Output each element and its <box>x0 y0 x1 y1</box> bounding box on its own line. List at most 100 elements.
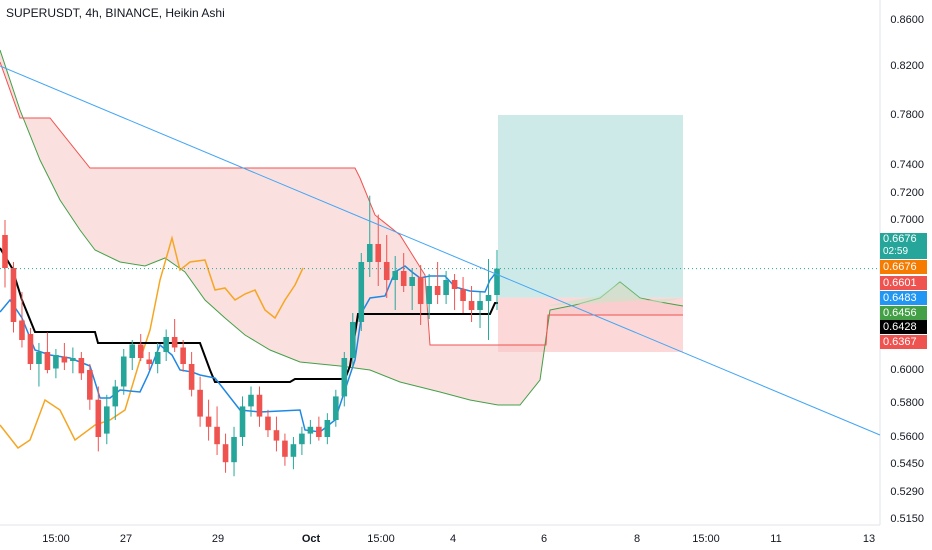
candle-body <box>400 271 407 286</box>
candle-body <box>316 426 322 437</box>
candle-body <box>333 396 339 420</box>
candle-body <box>290 444 297 457</box>
candle <box>290 437 297 470</box>
candle-body <box>392 271 399 280</box>
candle-body <box>375 244 382 262</box>
ichimoku-cloud <box>0 50 683 405</box>
candle <box>265 409 271 437</box>
candle-body <box>44 352 51 370</box>
candle <box>282 433 288 466</box>
candle <box>44 332 51 374</box>
candle <box>10 262 17 333</box>
candle <box>222 433 229 473</box>
time-tick-label: 8 <box>633 533 641 545</box>
candle-body <box>485 295 492 301</box>
candle-body <box>282 440 288 457</box>
price-badge: 0.6456 <box>880 306 927 320</box>
candle-body <box>299 433 305 445</box>
candle-body <box>434 286 441 295</box>
time-tick-label: 11 <box>770 533 782 545</box>
candle <box>316 416 322 441</box>
price-tick-label: 0.7000 <box>890 214 924 226</box>
candle-body <box>239 406 246 437</box>
price-tick-label: 0.7400 <box>890 159 924 171</box>
price-badge-value: 0.6456 <box>883 307 917 319</box>
candle <box>409 268 415 310</box>
candle <box>366 195 373 277</box>
candle-body <box>2 235 8 268</box>
candle-body <box>494 268 500 295</box>
cloud-green-part <box>546 282 683 306</box>
time-tick-label: 4 <box>449 533 457 545</box>
candle-body <box>349 322 356 358</box>
leading-span-b <box>0 61 683 346</box>
candle <box>146 352 153 370</box>
candle <box>137 334 144 361</box>
profit-zone <box>498 115 683 298</box>
time-tick-label: 29 <box>211 533 225 545</box>
candle-body <box>27 334 34 364</box>
candle <box>129 340 136 370</box>
candle <box>154 343 161 374</box>
candle-body <box>383 262 390 280</box>
candle-body <box>146 359 153 364</box>
candle <box>299 426 305 455</box>
candle <box>188 352 195 397</box>
candle-body <box>171 337 178 348</box>
candle <box>78 352 85 380</box>
candle <box>180 340 186 372</box>
price-badge: 0.6367 <box>880 335 927 349</box>
candle <box>273 416 280 452</box>
candle-body <box>231 437 237 463</box>
time-tick-label: 15:00 <box>367 533 395 545</box>
candle <box>400 253 407 292</box>
price-tick-label: 0.7800 <box>890 109 924 121</box>
price-badge: 0.6428 <box>880 320 927 334</box>
candle <box>434 262 441 304</box>
candle <box>307 420 314 445</box>
candle <box>214 406 220 455</box>
candle-body <box>451 280 458 289</box>
price-tick-label: 0.8600 <box>890 14 924 26</box>
candle-body <box>10 268 17 322</box>
candle <box>341 352 348 407</box>
lagging-span <box>0 235 304 450</box>
candle-body <box>460 289 466 301</box>
trend-line <box>0 65 881 436</box>
candle-body <box>256 394 263 417</box>
candle <box>120 349 127 395</box>
price-badge-value: 0.6601 <box>883 277 917 289</box>
price-tick-label: 0.5290 <box>890 486 924 498</box>
candle-body <box>61 356 68 363</box>
time-tick-label: 15:00 <box>42 533 70 545</box>
price-tick-label: 0.7200 <box>890 187 924 199</box>
candle <box>239 396 246 446</box>
candle-body <box>129 344 136 358</box>
price-tick-label: 0.5150 <box>890 513 924 525</box>
candle <box>163 329 169 361</box>
candle <box>61 343 68 370</box>
candle-body <box>180 347 186 364</box>
time-tick-label: 15:00 <box>692 533 720 545</box>
price-tick-label: 0.5450 <box>890 458 924 470</box>
candle <box>248 386 254 417</box>
price-tick-label: 0.5800 <box>890 397 924 409</box>
candle <box>27 328 34 370</box>
candle-body <box>366 244 373 262</box>
candle-body <box>324 420 331 437</box>
candle-body <box>36 352 42 364</box>
price-badge: 0.6676 02:59 <box>880 233 927 259</box>
candle-body <box>443 280 449 295</box>
candle <box>36 343 42 387</box>
candle <box>375 214 382 286</box>
candle-body <box>103 406 110 434</box>
candle <box>2 220 8 288</box>
candle-body <box>307 426 314 434</box>
candle <box>392 256 399 310</box>
time-tick-label: Oct <box>301 533 321 545</box>
candle-body <box>120 356 127 387</box>
candle <box>197 376 203 427</box>
candle-body <box>87 370 93 400</box>
price-badge-value: 0.6428 <box>883 321 917 333</box>
